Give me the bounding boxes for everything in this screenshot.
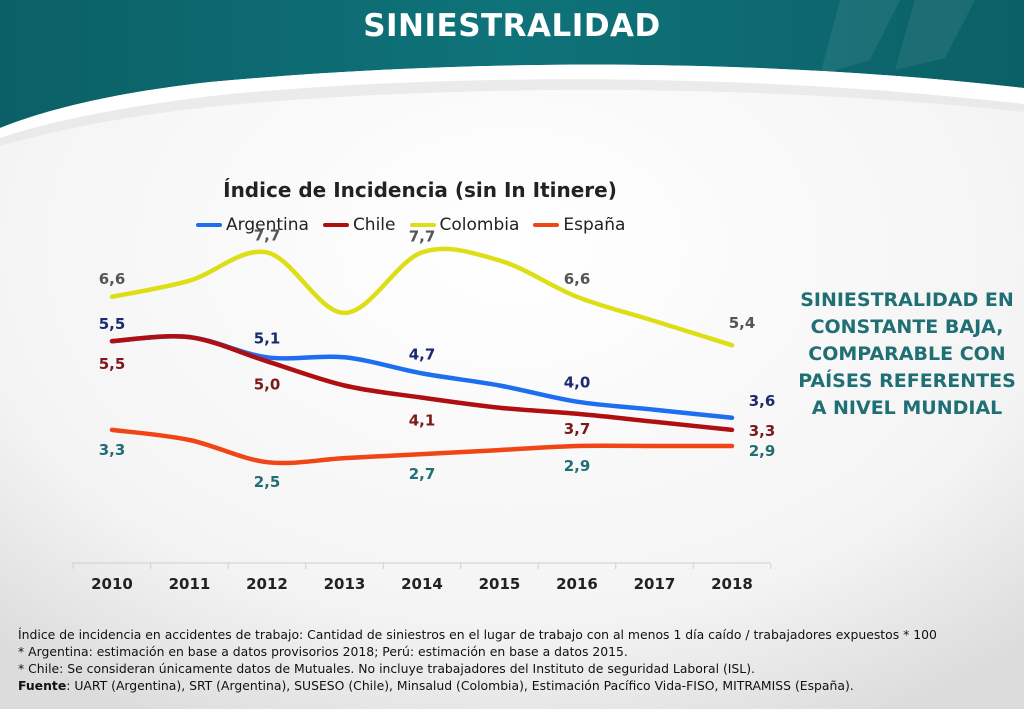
line-chart: 2010 2011 2012 2013 2014 2015 2016 2017 2018 5,5 5…	[72, 226, 776, 593]
legend-label-colombia: Colombia	[439, 215, 520, 235]
series-line-espana	[109, 427, 735, 466]
footnotes: Índice de incidencia en accidentes de tr…	[18, 626, 937, 694]
data-label-espana-2016: 2,9	[564, 457, 591, 475]
x-tick-label-2011: 2011	[169, 575, 211, 593]
data-label-colombia-2014: 7,7	[409, 227, 436, 245]
x-tick-label-2010: 2010	[91, 575, 133, 593]
data-label-espana-2012: 2,5	[254, 473, 281, 491]
data-label-colombia-2012: 7,7	[254, 226, 281, 244]
legend-swatch-colombia	[409, 223, 436, 227]
side-message: SINIESTRALIDAD EN CONSTANTE BAJA, COMPAR…	[798, 289, 1016, 419]
series-line-chile	[109, 333, 735, 433]
data-label-espana-2010: 3,3	[99, 441, 126, 459]
header-watermark	[820, 0, 975, 75]
data-label-argentina-2012: 5,1	[254, 329, 281, 347]
legend-label-argentina: Argentina	[226, 215, 309, 235]
footnote-source: Fuente: UART (Argentina), SRT (Argentina…	[18, 677, 937, 694]
legend-item-chile: Chile	[322, 215, 396, 235]
x-tick-label-2016: 2016	[556, 575, 598, 593]
x-tick-label-2017: 2017	[634, 575, 676, 593]
slide-title: SINIESTRALIDAD	[363, 8, 661, 44]
legend-label-chile: Chile	[352, 215, 396, 235]
x-tick-label-2014: 2014	[401, 575, 443, 593]
x-tick-label-2018: 2018	[711, 575, 753, 593]
legend-item-colombia: Colombia	[409, 215, 520, 235]
chart-title: Índice de Incidencia (sin In Itinere)	[223, 178, 617, 202]
data-label-chile-2012: 5,0	[254, 375, 281, 393]
data-label-colombia-2010: 6,6	[99, 270, 126, 288]
x-tick-label-2012: 2012	[246, 575, 288, 593]
data-label-colombia-2016: 6,6	[564, 270, 591, 288]
source-label: Fuente	[18, 678, 67, 693]
x-tick-label-2015: 2015	[479, 575, 521, 593]
legend-swatch-espana	[533, 223, 560, 227]
data-label-chile-2016: 3,7	[564, 420, 591, 438]
x-tick-label-2013: 2013	[324, 575, 366, 593]
footnote-argentina: * Argentina: estimación en base a datos …	[18, 644, 628, 659]
source-text: : UART (Argentina), SRT (Argentina), SUS…	[66, 678, 854, 693]
data-label-colombia-2018: 5,4	[729, 314, 756, 332]
data-label-espana-2018: 2,9	[749, 442, 776, 460]
header-banner	[0, 0, 1024, 128]
data-label-argentina-2014: 4,7	[409, 345, 436, 363]
legend-item-espana: España	[533, 215, 625, 235]
header-swoosh	[0, 64, 1024, 138]
series-line-colombia	[109, 246, 735, 348]
legend-item-argentina: Argentina	[196, 215, 309, 235]
data-label-chile-2018: 3,3	[749, 422, 776, 440]
data-label-chile-2014: 4,1	[409, 412, 436, 430]
footnote-chile: * Chile: Se consideran únicamente datos …	[18, 661, 755, 676]
legend-label-espana: España	[563, 215, 626, 235]
footnote-definition: Índice de incidencia en accidentes de tr…	[18, 627, 937, 642]
data-label-argentina-2018: 3,6	[749, 392, 776, 410]
chart-legend: Argentina Chile Colombia España	[196, 215, 625, 235]
data-label-chile-2010: 5,5	[99, 355, 126, 373]
data-label-argentina-2016: 4,0	[564, 374, 591, 392]
data-label-espana-2014: 2,7	[409, 465, 436, 483]
legend-swatch-argentina	[196, 223, 222, 227]
data-label-argentina-2010: 5,5	[99, 315, 126, 333]
legend-swatch-chile	[322, 223, 349, 227]
